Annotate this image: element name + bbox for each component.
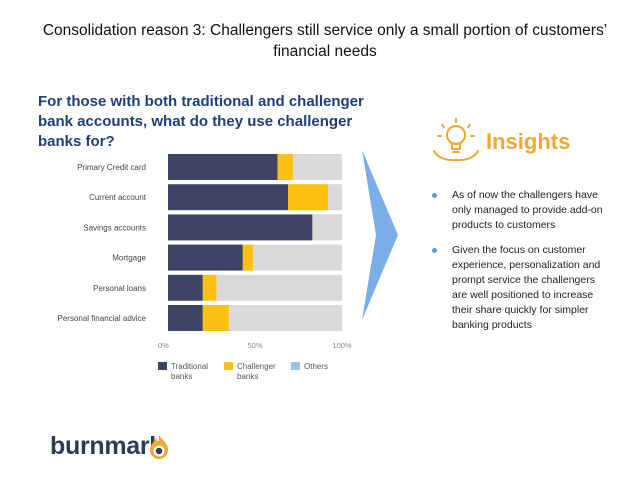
bar-segment-challenger — [242, 244, 254, 271]
category-label: Savings accounts — [83, 223, 146, 232]
bullet-dot — [432, 248, 437, 253]
bar-segment-traditional — [168, 305, 203, 331]
bar-segment-traditional — [168, 274, 203, 301]
insights-title: Insights — [486, 129, 571, 154]
bar-segment-others — [328, 184, 342, 211]
insight-bullet: As of now the challengers have only mana… — [432, 188, 607, 233]
insight-text: As of now the challengers have only mana… — [452, 189, 603, 231]
x-tick-label: 0% — [158, 341, 169, 350]
bar-segment-others — [293, 154, 342, 180]
bar-segment-others — [312, 214, 342, 241]
bar-segment-traditional — [168, 244, 243, 271]
legend-label-challenger: Challenger banks — [237, 362, 276, 381]
arrow-shape — [362, 150, 398, 320]
category-label: Personal loans — [93, 284, 146, 293]
bar-segment-challenger — [202, 305, 229, 331]
category-label: Primary Credit card — [77, 163, 146, 172]
stacked-bar-chart: Primary Credit card Current account Saving… — [58, 154, 352, 350]
insight-bullet: Given the focus on customer experience, … — [432, 243, 607, 333]
bar-segment-traditional — [168, 184, 289, 211]
category-label: Current account — [89, 193, 147, 202]
x-tick-label: 100% — [332, 341, 352, 350]
legend-label-others: Others — [304, 362, 329, 371]
bar-segment-traditional — [168, 214, 313, 241]
category-label: Mortgage — [112, 254, 146, 263]
bar-segment-others — [216, 274, 342, 301]
insight-text: Given the focus on customer experience, … — [452, 244, 601, 331]
bar-segment-traditional — [168, 154, 278, 180]
legend-label-traditional: Traditional banks — [171, 362, 209, 381]
burnmark-flame-icon — [150, 435, 168, 459]
bar-segment-others — [253, 244, 342, 271]
burnmark-logo-text: burnmark — [50, 432, 163, 460]
x-tick-label: 50% — [247, 341, 262, 350]
slide-title: Consolidation reason 3: Challengers stil… — [42, 22, 608, 60]
bullet-dot — [432, 193, 437, 198]
chart-question: For those with both traditional and chal… — [38, 93, 364, 150]
insights-list: As of now the challengers have only mana… — [432, 188, 607, 343]
lightbulb-icon — [433, 118, 479, 162]
bar-segment-others — [228, 305, 342, 331]
bar-segment-challenger — [202, 274, 217, 301]
bar-segment-challenger — [277, 154, 294, 180]
legend-swatch-traditional — [158, 362, 167, 370]
legend-swatch-others — [291, 362, 300, 370]
legend-swatch-challenger — [224, 362, 233, 370]
category-label: Personal financial advice — [58, 314, 147, 323]
bar-segment-challenger — [288, 184, 329, 211]
